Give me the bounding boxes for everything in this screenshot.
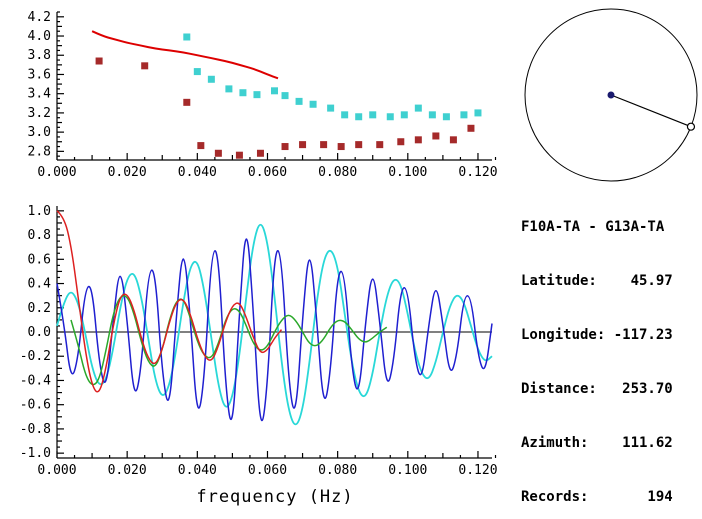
x-axis-title: frequency (Hz)	[196, 487, 354, 507]
dispersion-picks-cyan-marker[interactable]	[369, 111, 377, 119]
x-tick-label: 0.080	[318, 165, 357, 180]
series-correlogram-red	[56, 210, 283, 393]
dispersion-picks-cyan-marker[interactable]	[281, 92, 289, 100]
y-tick-label: 3.2	[28, 106, 51, 121]
dispersion-picks-cyan-marker[interactable]	[309, 100, 317, 108]
dispersion-picks-maroon-marker[interactable]	[432, 132, 440, 140]
x-tick-label: 0.040	[178, 165, 217, 180]
dispersion-picks-cyan-marker[interactable]	[239, 89, 247, 97]
dispersion-picks-cyan-marker[interactable]	[271, 87, 278, 95]
y-tick-label: -0.4	[20, 373, 51, 388]
station-pair-title: F10A-TA - G13A-TA	[521, 219, 665, 235]
dispersion-picks-cyan-marker[interactable]	[474, 109, 482, 117]
x-tick-label: 0.100	[388, 165, 427, 180]
station-center-dot	[607, 91, 615, 99]
y-tick-label: -0.6	[20, 398, 51, 413]
distance-line: Distance: 253.70	[521, 381, 673, 397]
x-tick-label: 0.120	[458, 165, 497, 180]
dispersion-picks-cyan-marker[interactable]	[341, 111, 349, 119]
azimuth-endpoint-marker	[686, 122, 696, 131]
latitude-line: Latitude: 45.97	[521, 273, 673, 289]
y-tick-label: 1.0	[28, 204, 51, 219]
y-tick-label: 4.2	[28, 10, 51, 25]
y-tick-label: 0.8	[28, 228, 51, 243]
x-tick-label: 0.020	[108, 165, 147, 180]
dispersion-picks-maroon-marker[interactable]	[256, 149, 264, 157]
dispersion-picks-maroon-marker[interactable]	[95, 57, 103, 65]
dispersion-picks-cyan-marker[interactable]	[400, 111, 408, 119]
dispersion-picks-cyan-marker[interactable]	[225, 85, 233, 93]
y-tick-label: 3.0	[28, 125, 51, 140]
dispersion-picks-maroon-marker[interactable]	[376, 141, 384, 149]
dispersion-picks-cyan-marker[interactable]	[386, 113, 394, 121]
x-tick-label: 0.080	[318, 463, 357, 478]
dispersion-picks-cyan-marker[interactable]	[253, 91, 261, 99]
station-info-block: F10A-TA - G13A-TA Latitude: 45.97 Longit…	[521, 182, 673, 519]
x-tick-label: 0.040	[178, 463, 217, 478]
series-correlogram-blue	[56, 238, 493, 422]
dispersion-panel-tick-labels: 0.000 0.020 0.040 0.060 0.080 0.100 0.120 2.8 3.…	[28, 10, 498, 180]
dispersion-picks-maroon-marker[interactable]	[355, 141, 363, 149]
azimuth-diagram	[524, 8, 698, 182]
x-tick-label: 0.020	[108, 463, 147, 478]
series-reference-dispersion-curve	[91, 30, 279, 80]
dispersion-picks-cyan-marker[interactable]	[193, 68, 201, 76]
dispersion-picks-maroon-marker[interactable]	[183, 98, 191, 106]
dispersion-picks-maroon-marker[interactable]	[320, 141, 328, 149]
dispersion-picks-maroon-marker[interactable]	[299, 141, 307, 149]
x-tick-label: 0.120	[458, 463, 497, 478]
dispersion-picks-maroon-marker[interactable]	[337, 143, 345, 151]
series-dispersion-picks-maroon	[95, 57, 475, 159]
dispersion-panel-axes	[56, 11, 497, 161]
azimuth-ray	[610, 94, 692, 128]
y-tick-label: 0.6	[28, 252, 51, 267]
dispersion-picks-cyan-marker[interactable]	[428, 111, 436, 119]
dispersion-picks-cyan-marker[interactable]	[442, 113, 450, 121]
y-tick-label: -1.0	[20, 446, 51, 461]
waveform-panel-tick-labels: 0.000 0.020 0.040 0.060 0.080 0.100 0.120 1.0 0.…	[20, 204, 498, 478]
x-tick-label: 0.060	[248, 165, 287, 180]
x-tick-label: 0.060	[248, 463, 287, 478]
y-tick-label: 2.8	[28, 144, 51, 159]
x-tick-label: 0.100	[388, 463, 427, 478]
dispersion-picks-cyan-marker[interactable]	[207, 75, 215, 83]
y-tick-label: 3.8	[28, 48, 51, 63]
dispersion-picks-maroon-marker[interactable]	[397, 138, 405, 146]
dispersion-picks-maroon-marker[interactable]	[141, 62, 149, 70]
azimuth-circle	[524, 8, 698, 182]
y-tick-label: 4.0	[28, 29, 51, 44]
dispersion-picks-maroon-marker[interactable]	[414, 136, 422, 144]
dispersion-picks-cyan-marker[interactable]	[355, 113, 363, 121]
y-tick-label: 0.2	[28, 301, 51, 316]
records-line: Records: 194	[521, 489, 673, 505]
waveform-panel-axes	[56, 206, 497, 459]
dispersion-picks-cyan-marker[interactable]	[295, 97, 303, 105]
dispersion-picks-cyan-marker[interactable]	[183, 33, 191, 41]
longitude-line: Longitude: -117.23	[521, 327, 673, 343]
dispersion-picks-maroon-marker[interactable]	[235, 151, 243, 159]
x-tick-label: 0.000	[37, 165, 76, 180]
dispersion-picks-maroon-marker[interactable]	[281, 143, 289, 151]
dispersion-picks-maroon-marker[interactable]	[214, 149, 222, 157]
dispersion-picks-maroon-marker[interactable]	[467, 124, 475, 132]
dispersion-picks-maroon-marker[interactable]	[197, 142, 205, 150]
y-tick-label: 0.0	[28, 325, 51, 340]
dispersion-picks-maroon-marker[interactable]	[449, 136, 457, 144]
dispersion-picks-cyan-marker[interactable]	[327, 104, 335, 112]
dispersion-picks-cyan-marker[interactable]	[460, 111, 468, 119]
series-correlogram-green	[70, 294, 388, 386]
y-tick-label: 0.4	[28, 277, 52, 292]
x-tick-label: 0.000	[37, 463, 76, 478]
series-correlogram-cyan	[56, 223, 493, 426]
dispersion-picks-cyan-marker[interactable]	[414, 104, 422, 112]
y-tick-label: -0.8	[20, 422, 51, 437]
azimuth-line: Azimuth: 111.62	[521, 435, 673, 451]
y-tick-label: 3.6	[28, 67, 51, 82]
series-dispersion-picks-cyan	[183, 33, 482, 121]
y-tick-label: -0.2	[20, 349, 51, 364]
y-tick-label: 3.4	[28, 87, 52, 102]
